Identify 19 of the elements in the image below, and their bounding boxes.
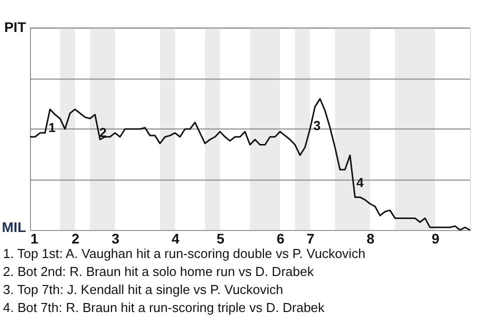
x-tick-label: 1 (30, 230, 38, 246)
x-tick-label: 9 (432, 230, 440, 246)
annotation: 3 (313, 118, 321, 133)
annotation: 1 (48, 120, 56, 135)
text: 2. Bot 2nd: R. Braun hit a solo home run vs D. Drabek (3, 264, 314, 279)
annotation: 2 (99, 125, 107, 140)
annotation: 4 (356, 175, 364, 190)
x-tick-label: 8 (366, 230, 375, 246)
x-tick-label: 5 (216, 230, 225, 246)
text: 1. Top 1st: A. Vaughan hit a run-scoring double vs P. Vuckovich (3, 246, 366, 261)
x-tick-label: 6 (276, 230, 285, 246)
text: 3. Top 7th: J. Kendall hit a single vs P. Vuckovich (3, 282, 284, 297)
x-tick-label: 7 (306, 230, 315, 246)
text: 4. Bot 7th: R. Braun hit a run-scoring triple vs D. Drabek (3, 300, 326, 315)
x-tick-label: 4 (172, 230, 180, 246)
x-tick-label: 3 (112, 230, 120, 246)
text: MIL (2, 219, 26, 235)
x-tick-label: 2 (72, 230, 80, 246)
text: PIT (4, 19, 26, 35)
